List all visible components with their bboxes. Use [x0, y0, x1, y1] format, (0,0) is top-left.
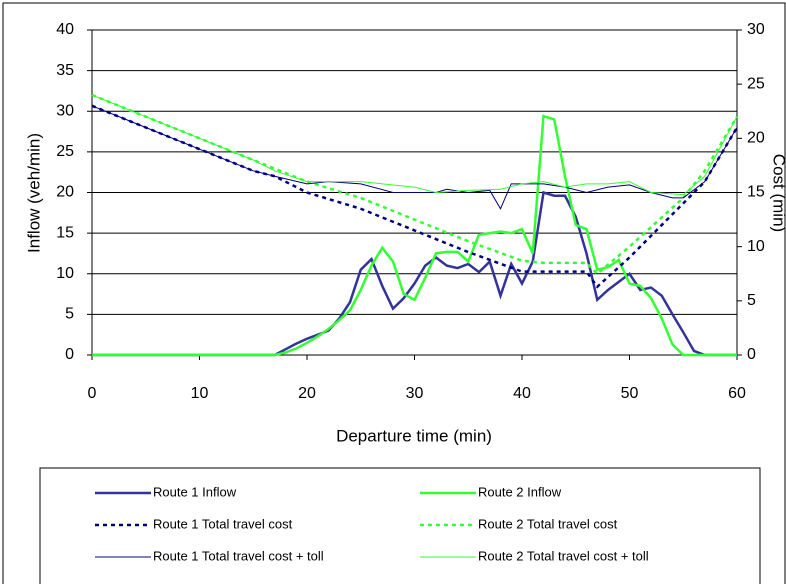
x-tick-label: 0 — [88, 385, 97, 402]
x-tick-label: 60 — [728, 385, 746, 402]
y2-tick-label: 10 — [747, 238, 765, 255]
series-line — [92, 114, 737, 357]
legend-label: Route 1 Inflow — [153, 484, 237, 499]
legend-label: Route 2 Inflow — [478, 484, 562, 499]
legend-box — [39, 467, 761, 584]
x-tick-label: 30 — [406, 385, 424, 402]
y2-tick-label: 15 — [747, 184, 765, 201]
y2-tick-label: 0 — [747, 346, 756, 363]
y-tick-label: 25 — [56, 143, 74, 160]
y-tick-label: 20 — [56, 184, 74, 201]
series-line — [91, 94, 738, 196]
y-tick-label: 40 — [56, 21, 74, 38]
y-tick-label: 35 — [56, 62, 74, 79]
series-line — [91, 105, 738, 210]
y2-tick-label: 20 — [747, 130, 765, 147]
x-tick-label: 50 — [621, 385, 639, 402]
legend-label: Route 2 Total travel cost + toll — [478, 548, 649, 563]
x-tick-label: 10 — [191, 385, 209, 402]
y2-tick-label: 5 — [747, 292, 756, 309]
y-tick-label: 15 — [56, 224, 74, 241]
series-line — [91, 104, 739, 289]
legend-label: Route 1 Total travel cost — [153, 516, 293, 531]
x-axis-title: Departure time (min) — [336, 426, 492, 445]
x-tick-label: 40 — [513, 385, 531, 402]
x-tick-label: 20 — [298, 385, 316, 402]
y2-axis-title: Cost (min) — [770, 154, 786, 232]
y-axis-title: Inflow (veh/min) — [24, 133, 43, 253]
y2-tick-label: 25 — [747, 75, 765, 92]
y2-tick-label: 30 — [747, 21, 765, 38]
y-tick-label: 5 — [65, 306, 74, 323]
y-tick-label: 0 — [65, 346, 74, 363]
legend-label: Route 2 Total travel cost — [478, 516, 618, 531]
y-tick-label: 10 — [56, 265, 74, 282]
legend-label: Route 1 Total travel cost + toll — [153, 548, 324, 563]
y-tick-label: 30 — [56, 102, 74, 119]
